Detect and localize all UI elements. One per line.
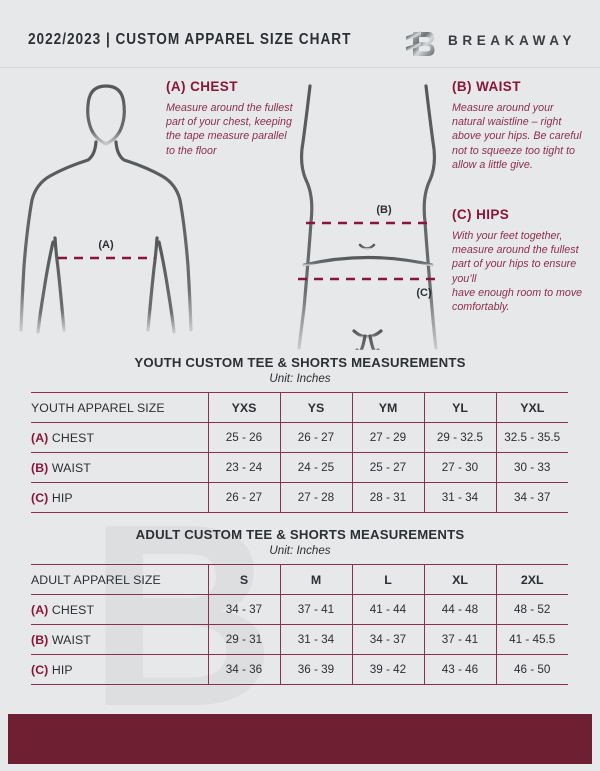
adult-table-unit: Unit: Inches bbox=[269, 544, 331, 557]
table-row: (A) CHEST 25 - 26 26 - 27 27 - 29 29 - 3… bbox=[31, 422, 568, 453]
youth-chest-yxs: 25 - 26 bbox=[208, 422, 281, 453]
youth-row-hip-label: (C) HIP bbox=[31, 482, 209, 513]
adult-hip-m: 36 - 39 bbox=[280, 654, 353, 685]
adult-hip-xl: 43 - 46 bbox=[424, 654, 497, 685]
adult-hip-s: 34 - 36 bbox=[208, 654, 281, 685]
youth-col-yxl: YXL bbox=[496, 392, 568, 423]
adult-row-chest-label: (A) CHEST bbox=[31, 594, 209, 625]
youth-table-heading: YOUTH CUSTOM TEE & SHORTS MEASUREMENTS bbox=[134, 355, 466, 370]
youth-row-hip-tag: (C) bbox=[31, 490, 49, 505]
table-header-row: YOUTH APPAREL SIZE YXS YS YM YL YXL bbox=[31, 392, 568, 423]
youth-table-unit: Unit: Inches bbox=[269, 372, 331, 385]
youth-row-hip-name: HIP bbox=[51, 490, 73, 505]
adult-chest-m: 37 - 41 bbox=[280, 594, 353, 625]
adult-chest-2xl: 48 - 52 bbox=[496, 594, 568, 625]
adult-waist-l: 34 - 37 bbox=[352, 624, 425, 655]
youth-chest-ys: 26 - 27 bbox=[280, 422, 353, 453]
youth-hip-ys: 27 - 28 bbox=[280, 482, 353, 513]
adult-row-waist-tag: (B) bbox=[31, 632, 49, 647]
adult-waist-2xl: 41 - 45.5 bbox=[496, 624, 568, 655]
adult-col-s: S bbox=[208, 564, 281, 595]
youth-row-header-label: YOUTH APPAREL SIZE bbox=[31, 392, 209, 423]
header-divider bbox=[0, 67, 600, 68]
adult-row-waist-name: WAIST bbox=[51, 632, 91, 647]
adult-row-hip-name: HIP bbox=[51, 662, 73, 677]
youth-waist-ym: 25 - 27 bbox=[352, 452, 425, 483]
callout-chest-title: (A) CHEST bbox=[166, 79, 238, 94]
adult-row-hip-tag: (C) bbox=[31, 662, 49, 677]
youth-row-waist-tag: (B) bbox=[31, 460, 49, 475]
adult-waist-xl: 37 - 41 bbox=[424, 624, 497, 655]
adult-waist-m: 31 - 34 bbox=[280, 624, 353, 655]
adult-row-hip-label: (C) HIP bbox=[31, 654, 209, 685]
adult-chest-l: 41 - 44 bbox=[352, 594, 425, 625]
youth-row-chest-tag: (A) bbox=[31, 430, 49, 445]
youth-hip-ym: 28 - 31 bbox=[352, 482, 425, 513]
adult-col-m: M bbox=[280, 564, 353, 595]
youth-hip-yxl: 34 - 37 bbox=[496, 482, 568, 513]
lower-body-figure bbox=[297, 84, 438, 350]
torso-figure bbox=[19, 84, 193, 334]
youth-col-yl: YL bbox=[424, 392, 497, 423]
adult-hip-2xl: 46 - 50 bbox=[496, 654, 568, 685]
adult-hip-l: 39 - 42 bbox=[352, 654, 425, 685]
callout-chest: (A) CHEST Measure around the fullest par… bbox=[166, 79, 296, 158]
adult-row-waist-label: (B) WAIST bbox=[31, 624, 209, 655]
table-header-row: ADULT APPAREL SIZE S M L XL 2XL bbox=[31, 564, 568, 595]
youth-chest-yl: 29 - 32.5 bbox=[424, 422, 497, 453]
youth-hip-yl: 31 - 34 bbox=[424, 482, 497, 513]
youth-chest-ym: 27 - 29 bbox=[352, 422, 425, 453]
table-row: (B) WAIST 29 - 31 31 - 34 34 - 37 37 - 4… bbox=[31, 624, 568, 655]
youth-hip-yxs: 26 - 27 bbox=[208, 482, 281, 513]
brand-name: BREAKAWAY bbox=[448, 33, 576, 48]
adult-chest-s: 34 - 37 bbox=[208, 594, 281, 625]
youth-waist-yxl: 30 - 33 bbox=[496, 452, 568, 483]
youth-row-chest-label: (A) CHEST bbox=[31, 422, 209, 453]
youth-row-chest-name: CHEST bbox=[51, 430, 95, 445]
youth-size-table: YOUTH APPAREL SIZE YXS YS YM YL YXL (A) … bbox=[31, 392, 568, 513]
callout-waist-body: Measure around your natural waistline – … bbox=[452, 102, 582, 171]
adult-col-l: L bbox=[352, 564, 425, 595]
adult-size-table: ADULT APPAREL SIZE S M L XL 2XL (A) CHES… bbox=[31, 564, 568, 685]
adult-size-table-block: ADULT CUSTOM TEE & SHORTS MEASUREMENTS U… bbox=[0, 527, 600, 685]
table-row: (C) HIP 34 - 36 36 - 39 39 - 42 43 - 46 … bbox=[31, 654, 568, 685]
callout-waist: (B) WAIST Measure around your natural wa… bbox=[452, 79, 582, 172]
adult-col-2xl: 2XL bbox=[496, 564, 568, 595]
waist-measure-label: (B) bbox=[376, 204, 392, 216]
youth-chest-yxl: 32.5 - 35.5 bbox=[496, 422, 568, 453]
youth-row-waist-label: (B) WAIST bbox=[31, 452, 209, 483]
youth-row-waist-name: WAIST bbox=[51, 460, 91, 475]
youth-col-ys: YS bbox=[280, 392, 353, 423]
callout-chest-body: Measure around the fullest part of your … bbox=[166, 102, 293, 157]
page-title: 2022/2023 | CUSTOM APPAREL SIZE CHART bbox=[28, 31, 352, 48]
adult-row-chest-name: CHEST bbox=[51, 602, 95, 617]
table-row: (A) CHEST 34 - 37 37 - 41 41 - 44 44 - 4… bbox=[31, 594, 568, 625]
table-row: (C) HIP 26 - 27 27 - 28 28 - 31 31 - 34 … bbox=[31, 482, 568, 513]
footer-bar bbox=[8, 714, 592, 764]
adult-waist-s: 29 - 31 bbox=[208, 624, 281, 655]
youth-col-yxs: YXS bbox=[208, 392, 281, 423]
adult-row-chest-tag: (A) bbox=[31, 602, 49, 617]
youth-waist-ys: 24 - 25 bbox=[280, 452, 353, 483]
measurement-illustrations: (A) (B) (C) bbox=[0, 68, 600, 350]
chest-measure-label: (A) bbox=[98, 239, 114, 251]
youth-waist-yxs: 23 - 24 bbox=[208, 452, 281, 483]
breakaway-b-logo-icon bbox=[404, 27, 438, 61]
adult-chest-xl: 44 - 48 bbox=[424, 594, 497, 625]
table-row: (B) WAIST 23 - 24 24 - 25 25 - 27 27 - 3… bbox=[31, 452, 568, 483]
page-header: 2022/2023 | CUSTOM APPAREL SIZE CHART BR… bbox=[0, 0, 600, 68]
adult-table-heading: ADULT CUSTOM TEE & SHORTS MEASUREMENTS bbox=[135, 527, 465, 542]
adult-row-header-label: ADULT APPAREL SIZE bbox=[31, 564, 209, 595]
adult-col-xl: XL bbox=[424, 564, 497, 595]
hips-measure-label: (C) bbox=[416, 287, 432, 299]
youth-size-table-block: YOUTH CUSTOM TEE & SHORTS MEASUREMENTS U… bbox=[0, 355, 600, 513]
callout-hips-body: With your feet together, measure around … bbox=[452, 230, 583, 314]
callout-hips: (C) HIPS With your feet together, measur… bbox=[452, 207, 590, 314]
callout-hips-title: (C) HIPS bbox=[452, 207, 510, 222]
youth-col-ym: YM bbox=[352, 392, 425, 423]
youth-waist-yl: 27 - 30 bbox=[424, 452, 497, 483]
callout-waist-title: (B) WAIST bbox=[452, 79, 521, 94]
